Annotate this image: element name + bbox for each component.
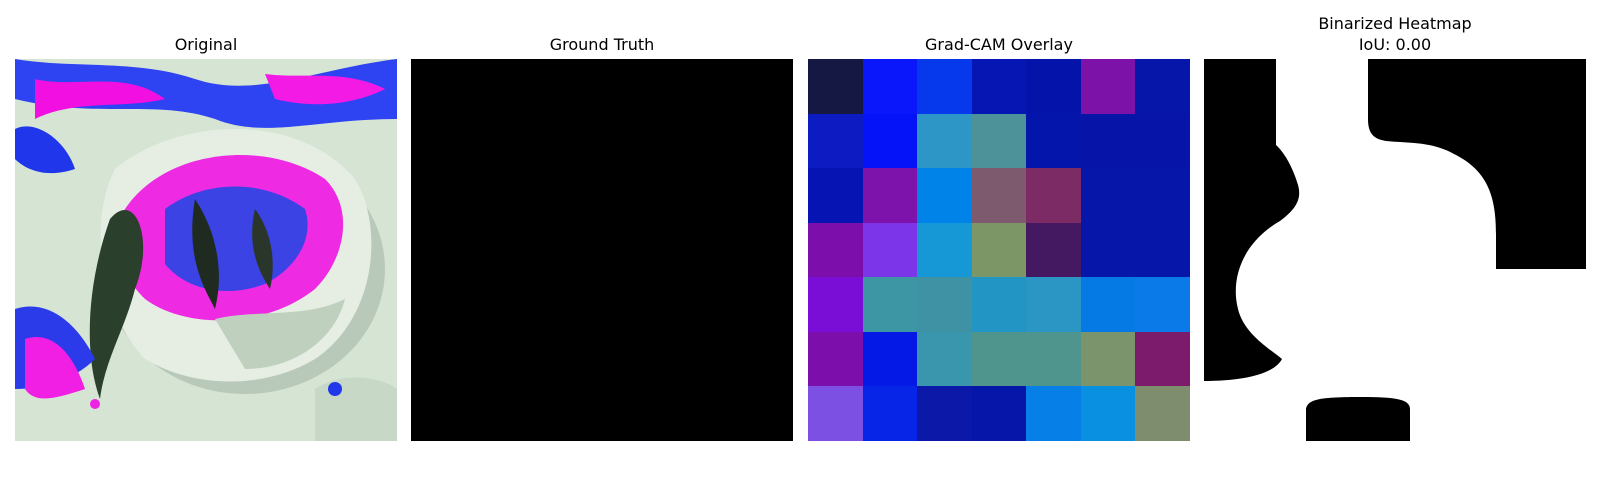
gradcam-cell — [971, 386, 1027, 441]
gradcam-cell — [917, 386, 973, 441]
gradcam-cell — [1135, 168, 1190, 224]
gradcam-cell — [808, 277, 863, 333]
gradcam-cell — [971, 222, 1027, 278]
gradcam-cell — [1135, 59, 1190, 114]
mask-foreground — [1204, 59, 1586, 441]
iou-label: IoU: 0.00 — [1358, 35, 1432, 54]
gradcam-cell — [917, 59, 973, 114]
gradcam-cell — [1026, 222, 1082, 278]
gradcam-cell — [1026, 386, 1082, 441]
gradcam-cell — [1026, 113, 1082, 169]
gradcam-cell — [1026, 331, 1082, 387]
gradcam-cell — [971, 113, 1027, 169]
gradcam-cell — [862, 59, 918, 114]
binarized-heatmap — [1204, 59, 1586, 441]
gradcam-cell — [808, 113, 863, 169]
gradcam-cell — [862, 277, 918, 333]
gradcam-cell — [1135, 386, 1190, 441]
gradcam-cell — [917, 331, 973, 387]
gradcam-overlay — [808, 59, 1190, 441]
binarized-heatmap-title: Binarized Heatmap IoU: 0.00 — [1204, 13, 1586, 55]
gradcam-cell — [1135, 277, 1190, 333]
gradcam-cell — [1080, 59, 1136, 114]
gradcam-overlay-title: Grad-CAM Overlay — [925, 35, 1073, 54]
ground-truth-title: Ground Truth — [549, 35, 655, 54]
original-image — [15, 59, 397, 441]
gradcam-cell — [971, 331, 1027, 387]
gradcam-cell — [1080, 113, 1136, 169]
gradcam-cell — [917, 277, 973, 333]
gradcam-cell — [1135, 222, 1190, 278]
gradcam-cell — [862, 386, 918, 441]
gradcam-cell — [1080, 277, 1136, 333]
gradcam-cell — [808, 331, 863, 387]
gradcam-cell — [1026, 277, 1082, 333]
original-title: Original — [174, 35, 238, 54]
gradcam-cell — [971, 168, 1027, 224]
gradcam-cell — [862, 222, 918, 278]
gradcam-cell — [917, 113, 973, 169]
gradcam-cell — [808, 222, 863, 278]
gradcam-cell — [1080, 386, 1136, 441]
gradcam-cell — [971, 277, 1027, 333]
binarized-mask-drawing — [1204, 59, 1586, 441]
gradcam-cell — [1135, 113, 1190, 169]
gradcam-cell — [862, 113, 918, 169]
gradcam-cell — [808, 386, 863, 441]
gradcam-cell — [808, 59, 863, 114]
gradcam-cell — [1080, 331, 1136, 387]
gradcam-cell — [917, 168, 973, 224]
gradcam-cell — [1080, 168, 1136, 224]
gradcam-cell — [862, 331, 918, 387]
gradcam-cell — [1135, 331, 1190, 387]
gradcam-cell — [1080, 222, 1136, 278]
gradcam-cell — [917, 222, 973, 278]
binarized-heatmap-title-text: Binarized Heatmap — [1318, 14, 1472, 33]
original-image-drawing — [15, 59, 397, 441]
ground-truth-mask — [411, 59, 793, 441]
gradcam-cell — [1026, 168, 1082, 224]
gradcam-cell — [808, 168, 863, 224]
gradcam-cell — [1026, 59, 1082, 114]
gradcam-cell — [862, 168, 918, 224]
gradcam-cell — [971, 59, 1027, 114]
